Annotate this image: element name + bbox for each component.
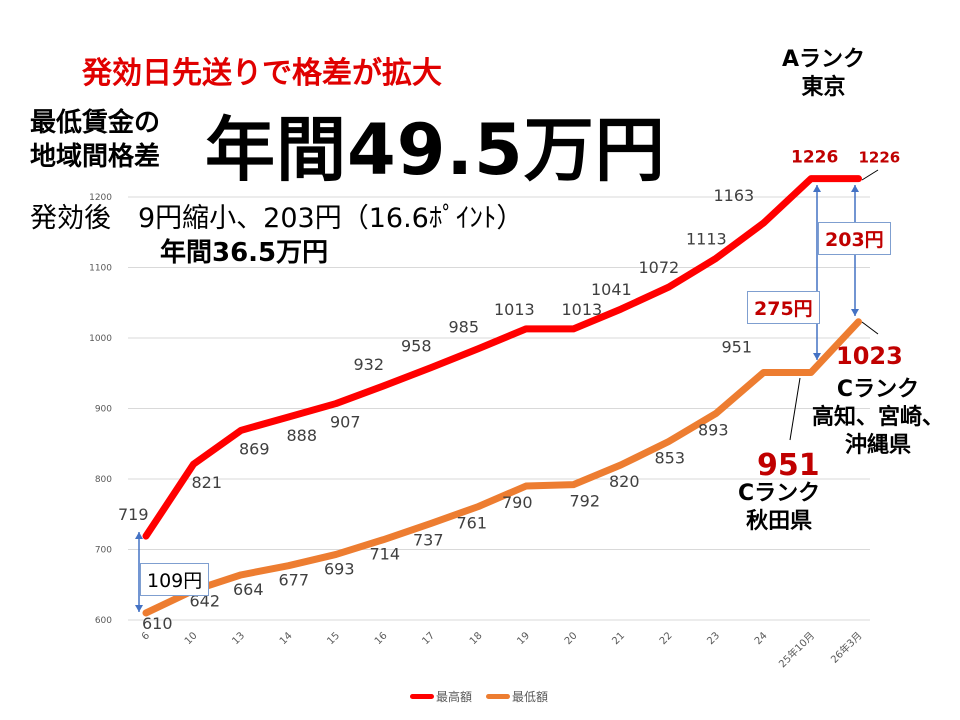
leader-line xyxy=(861,169,879,181)
y-tick-label: 1100 xyxy=(89,264,112,274)
diff-arrow-start-head-top xyxy=(135,532,143,539)
rank-a-line2: 東京 xyxy=(801,75,846,100)
diff-arrow-mid-head-bottom xyxy=(813,353,821,360)
data-label: 1013 xyxy=(562,300,603,319)
diff-mid-box: 275円 xyxy=(747,291,820,324)
data-label: 761 xyxy=(457,513,488,532)
leader-line xyxy=(861,321,879,335)
data-label: 869 xyxy=(239,439,270,458)
diff-arrow-mid-head-top xyxy=(813,185,821,192)
gap-label-line2: 地域間格差 xyxy=(30,142,161,172)
rank-c-kochi-label: Cランク 高知、宮崎、 沖縄県 xyxy=(812,376,944,460)
data-label-1023: 1023 xyxy=(836,342,903,370)
data-label: 719 xyxy=(118,505,149,524)
data-label: 1113 xyxy=(686,229,727,248)
legend-item-max: 最高額 xyxy=(410,688,472,705)
diff-start-box: 109円 xyxy=(140,563,210,596)
series-line-max xyxy=(142,175,862,540)
y-tick-label: 1200 xyxy=(89,193,112,203)
diff-arrow-start-head-bottom xyxy=(135,605,143,612)
legend-swatch-max xyxy=(410,694,434,699)
data-label: 985 xyxy=(449,318,480,337)
x-tick-label: 17 xyxy=(420,630,437,647)
x-tick-label: 16 xyxy=(373,630,390,647)
data-label: 1013 xyxy=(494,300,535,319)
akita-value: 951 xyxy=(757,448,820,483)
x-tick-label: 20 xyxy=(563,630,580,647)
data-label: 1226 xyxy=(791,148,838,168)
legend-swatch-min xyxy=(486,694,511,699)
x-tick-label: 26年3月 xyxy=(828,629,865,666)
legend: 最高額 最低額 xyxy=(410,688,548,705)
x-tick-label: 10 xyxy=(183,630,200,647)
legend-label-min: 最低額 xyxy=(512,690,549,704)
data-label: 610 xyxy=(142,614,173,633)
diff-arrow-end-head-top xyxy=(851,185,859,192)
x-tick-label: 22 xyxy=(658,630,675,647)
after-effect-text: 発効後 9円縮小、203円（16.6ﾎﾟｲﾝﾄ） xyxy=(30,203,524,234)
y-tick-label: 900 xyxy=(95,405,112,415)
data-label: 932 xyxy=(354,355,385,374)
x-tick-label: 13 xyxy=(230,630,247,647)
data-label: 907 xyxy=(330,413,361,432)
y-tick-label: 600 xyxy=(95,616,112,626)
legend-item-min: 最低額 xyxy=(486,688,548,705)
x-tick-label: 23 xyxy=(705,630,722,647)
series-line-min xyxy=(142,318,862,617)
rank-a-label: Aランク 東京 xyxy=(782,46,865,102)
data-label: 792 xyxy=(570,492,601,511)
data-label: 888 xyxy=(287,426,318,445)
x-tick-label: 18 xyxy=(468,630,485,647)
x-tick-label: 15 xyxy=(325,630,342,647)
headline: 発効日先送りで格差が拡大 xyxy=(82,56,442,91)
data-label: 820 xyxy=(609,472,640,491)
data-label: 893 xyxy=(698,420,729,439)
diff-arrow-end-head-bottom xyxy=(851,309,859,316)
data-label: 821 xyxy=(192,473,223,492)
data-label: 1072 xyxy=(639,258,680,277)
data-label: 951 xyxy=(722,338,753,357)
data-label: 1041 xyxy=(591,280,632,299)
y-tick-label: 700 xyxy=(95,546,112,556)
data-label: 1226 xyxy=(859,149,901,167)
x-tick-label: 14 xyxy=(278,630,295,647)
y-tick-label: 1000 xyxy=(89,334,112,344)
data-label: 1163 xyxy=(714,186,755,205)
rank-c-akita-label: Cランク 秋田県 xyxy=(738,480,820,536)
gap-label: 最低賃金の 地域間格差 xyxy=(30,106,160,174)
rank-c1-line2: 高知、宮崎、 xyxy=(812,405,945,430)
data-label: 853 xyxy=(655,449,686,468)
data-label: 737 xyxy=(413,530,444,549)
data-label: 790 xyxy=(502,493,533,512)
x-tick-label: 24 xyxy=(753,630,770,647)
data-label: 664 xyxy=(233,580,264,599)
x-tick-label: 19 xyxy=(515,630,532,647)
data-label: 714 xyxy=(370,545,401,564)
y-tick-label: 800 xyxy=(95,475,112,485)
legend-label-max: 最高額 xyxy=(436,690,473,704)
gap-label-line1: 最低賃金の xyxy=(30,108,161,138)
x-tick-label: 21 xyxy=(610,630,627,647)
after-effect-annual: 年間36.5万円 xyxy=(160,238,329,268)
x-tick-label: 25年10月 xyxy=(776,629,817,670)
data-label: 958 xyxy=(401,337,432,356)
data-label: 642 xyxy=(190,591,221,610)
leader-line xyxy=(789,377,801,441)
rank-c1-line3: 沖縄県 xyxy=(845,433,912,458)
data-label: 677 xyxy=(279,571,310,590)
data-label: 693 xyxy=(324,559,355,578)
rank-a-line1: Aランク xyxy=(782,47,866,72)
rank-c2-line1: Cランク xyxy=(738,481,821,506)
rank-c1-line1: Cランク xyxy=(836,377,920,402)
rank-c2-line2: 秋田県 xyxy=(746,509,813,534)
gap-value: 年間49.5万円 xyxy=(205,109,666,191)
diff-end-box: 203円 xyxy=(818,222,891,255)
